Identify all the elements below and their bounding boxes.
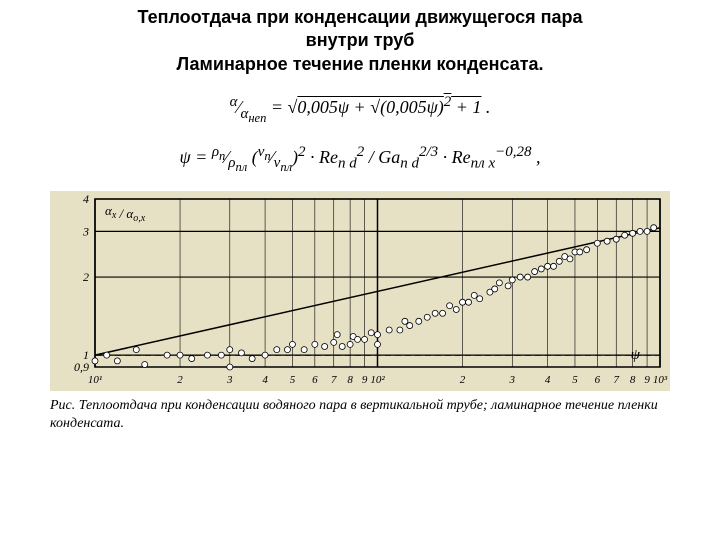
svg-text:2: 2 (83, 270, 89, 284)
svg-text:3: 3 (82, 225, 89, 239)
svg-text:6: 6 (595, 374, 601, 386)
svg-text:3: 3 (226, 374, 233, 386)
svg-text:4: 4 (83, 192, 89, 206)
chart-container: 0,9123410¹2345678910²2345678910³αx / αo,… (50, 191, 670, 391)
svg-text:8: 8 (347, 374, 353, 386)
svg-text:2: 2 (460, 374, 466, 386)
svg-text:1: 1 (83, 348, 89, 362)
svg-text:6: 6 (312, 374, 318, 386)
svg-text:10³: 10³ (653, 374, 668, 386)
title-line-2: внутри труб (0, 29, 720, 52)
chart-svg: 0,9123410¹2345678910²2345678910³αx / αo,… (50, 191, 670, 391)
svg-text:10¹: 10¹ (88, 374, 102, 386)
title-block: Теплоотдача при конденсации движущегося … (0, 0, 720, 76)
page-root: Теплоотдача при конденсации движущегося … (0, 0, 720, 540)
svg-text:4: 4 (545, 374, 551, 386)
title-line-1: Теплоотдача при конденсации движущегося … (0, 6, 720, 29)
svg-text:7: 7 (613, 374, 619, 386)
svg-text:5: 5 (572, 374, 578, 386)
svg-text:8: 8 (630, 374, 636, 386)
svg-text:9: 9 (644, 374, 650, 386)
formula-2: ψ = ρп⁄ρпл (νп⁄νпл)2 · Reп d2 / Gaп d2/3… (180, 144, 541, 176)
svg-text:4: 4 (262, 374, 268, 386)
svg-text:9: 9 (362, 374, 368, 386)
formula-1: α⁄αнеп = √0,005ψ + √(0,005ψ)2 + 1 . (230, 94, 491, 126)
svg-text:2: 2 (177, 374, 183, 386)
title-line-3: Ламинарное течение пленки конденсата. (0, 53, 720, 76)
figure-caption: Рис. Теплоотдача при конденсации водяног… (50, 397, 670, 432)
svg-text:ψ: ψ (631, 347, 641, 363)
svg-text:5: 5 (290, 374, 296, 386)
svg-text:3: 3 (509, 374, 516, 386)
svg-text:10²: 10² (370, 374, 385, 386)
formula-block: α⁄αнеп = √0,005ψ + √(0,005ψ)2 + 1 . ψ = … (0, 76, 720, 183)
svg-text:7: 7 (331, 374, 337, 386)
